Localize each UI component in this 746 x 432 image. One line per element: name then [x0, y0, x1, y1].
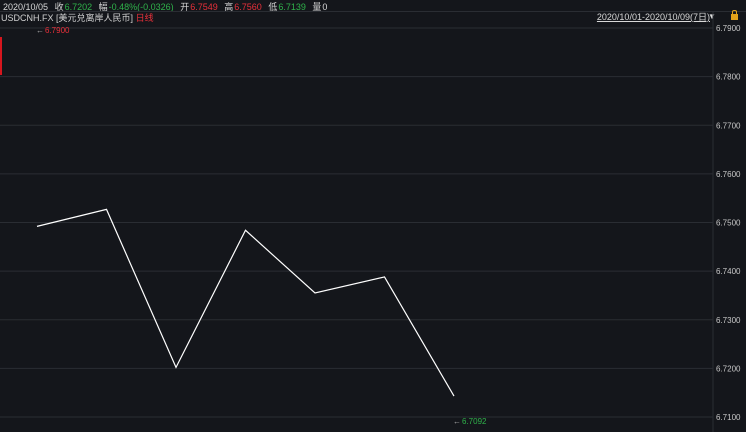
y-tick-label: 6.7200: [716, 364, 741, 373]
low-value: 6.7139: [278, 2, 306, 12]
lock-icon[interactable]: [731, 10, 738, 20]
y-tick-label: 6.7300: [716, 316, 741, 325]
price-line: [36, 208, 455, 397]
y-tick-label: 6.7100: [716, 413, 741, 422]
period-label[interactable]: 日线: [135, 13, 154, 23]
y-tick-label: 6.7400: [716, 267, 741, 276]
max-marker: 6.7900: [45, 26, 70, 35]
quote-header: 2020/10/05 收6.7202 幅-0.48%(-0.0326) 开6.7…: [3, 1, 331, 13]
y-tick-label: 6.7800: [716, 73, 741, 82]
date-range-selector[interactable]: 2020/10/01-2020/10/09(7日): [596, 12, 710, 22]
y-tick-label: 6.7900: [716, 24, 741, 33]
volume-label: 量: [312, 2, 322, 12]
quote-date: 2020/10/05: [3, 2, 49, 12]
header-divider: [0, 11, 746, 12]
min-arrow-icon: ←: [453, 417, 461, 426]
symbol-code: USDCNH.FX: [1, 13, 54, 23]
max-arrow-icon: ←: [36, 26, 44, 35]
dropdown-triangle-icon[interactable]: ▼: [708, 12, 716, 21]
symbol-info: USDCNH.FX [美元兑离岸人民币] 日线: [1, 12, 154, 24]
y-tick-label: 6.7500: [716, 219, 741, 228]
high-value: 6.7560: [234, 2, 262, 12]
high-label: 高: [224, 2, 234, 12]
volume-bar: [0, 37, 2, 75]
change-value: -0.48%(-0.0326): [108, 2, 174, 12]
y-tick-label: 6.7600: [716, 170, 741, 179]
volume-value: 0: [322, 2, 328, 12]
close-label: 收: [54, 2, 64, 12]
y-tick-label: 6.7700: [716, 121, 741, 130]
close-value: 6.7202: [64, 2, 93, 12]
open-value: 6.7549: [190, 2, 218, 12]
symbol-name: [美元兑离岸人民币]: [56, 13, 134, 23]
min-marker: 6.7092: [462, 417, 487, 426]
open-label: 开: [180, 2, 190, 12]
low-label: 低: [268, 2, 278, 12]
change-label: 幅: [98, 2, 108, 12]
